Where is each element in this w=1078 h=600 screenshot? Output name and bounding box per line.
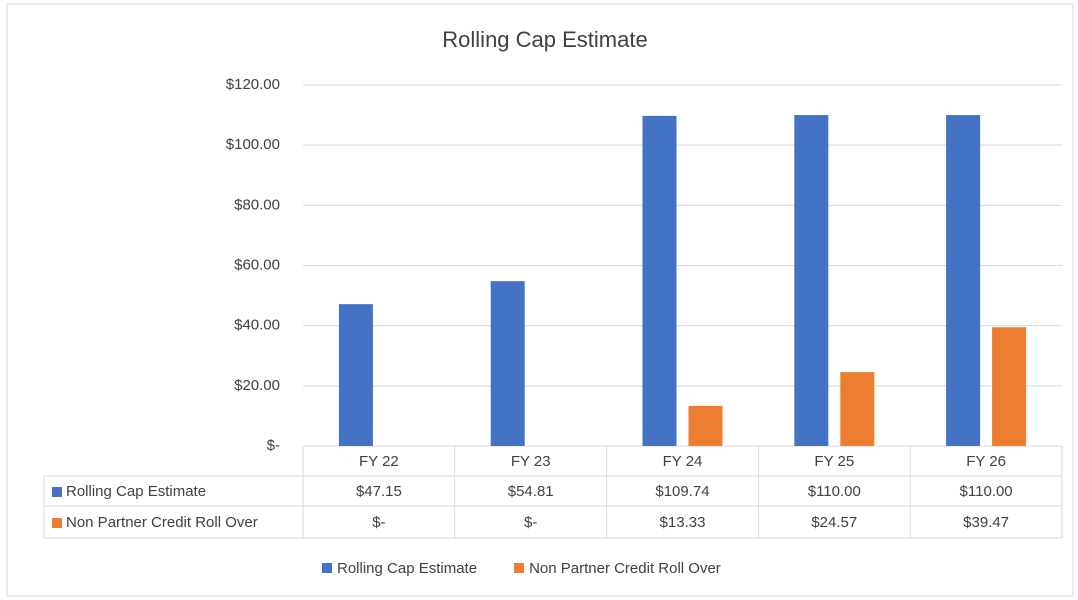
x-tick-label: FY 24 [663,453,703,470]
bar [840,372,875,446]
table-cell: $110.00 [808,483,861,500]
table-cell: $13.33 [660,514,706,531]
bar [992,327,1027,446]
table-row-label: Non Partner Credit Roll Over [66,514,258,531]
y-tick-label: $- [267,437,280,454]
legend-key [514,563,525,573]
legend-label: Non Partner Credit Roll Over [529,560,721,577]
table-cell: $54.81 [508,483,554,500]
table-legend-key [52,487,62,497]
x-tick-label: FY 23 [511,453,551,470]
bar [338,304,373,446]
table-cell: $109.74 [655,483,709,500]
table-cell: $- [524,514,537,531]
table-cell: $24.57 [811,514,857,531]
x-tick-label: FY 25 [814,453,854,470]
table-row-label: Rolling Cap Estimate [66,483,206,500]
y-tick-label: $20.00 [234,377,280,394]
y-tick-label: $80.00 [234,196,280,213]
bar [946,115,981,446]
bar [794,115,829,446]
chart-title: Rolling Cap Estimate [442,27,647,52]
y-tick-label: $40.00 [234,317,280,334]
legend-key [322,563,332,573]
legend-label: Rolling Cap Estimate [337,560,477,577]
table-cell: $47.15 [356,483,402,500]
x-tick-label: FY 22 [359,453,399,470]
x-tick-label: FY 26 [966,453,1006,470]
y-tick-label: $120.00 [226,76,280,93]
y-tick-label: $60.00 [234,256,280,273]
table-cell: $- [372,514,385,531]
bar [490,281,525,446]
chart-frame [6,3,1074,597]
bar [642,115,677,446]
y-tick-label: $100.00 [226,136,280,153]
table-cell: $110.00 [960,483,1013,500]
table-legend-key [52,518,62,528]
bar [688,405,723,446]
table-cell: $39.47 [963,514,1009,531]
